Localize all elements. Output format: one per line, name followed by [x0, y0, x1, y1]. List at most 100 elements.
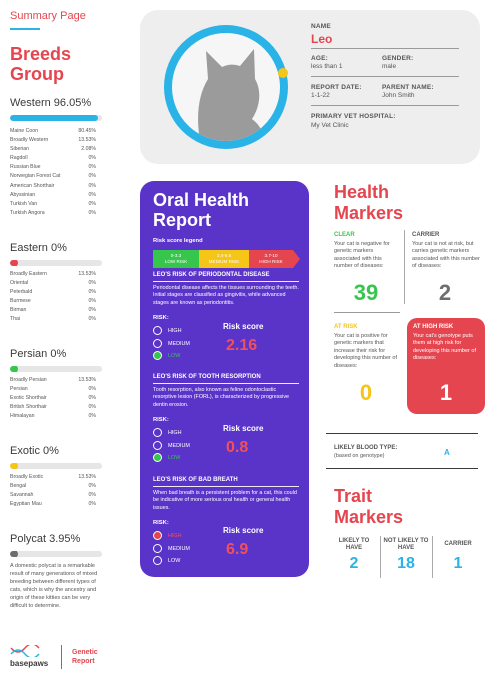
- legend-arrow-icon: [293, 250, 300, 268]
- breed-name: Siberian: [10, 146, 30, 153]
- bad-breath-risk-score: 6.9: [226, 541, 249, 558]
- breed-name: American Shorthair: [10, 182, 55, 189]
- trait-divider: [432, 536, 433, 578]
- breed-percentage: 0%: [88, 182, 97, 189]
- breed-name: Peterbald: [10, 289, 33, 296]
- breed-percentage: 0%: [88, 404, 97, 411]
- blood-top-divider: [326, 433, 478, 434]
- risk-legend-label: Risk score legend: [153, 238, 203, 244]
- breed-name: Birman: [10, 307, 27, 314]
- breed-name: Ragdoll: [10, 155, 28, 162]
- western-group-title: Western 96.05%: [10, 97, 92, 109]
- persian-progress-fill: [10, 366, 18, 372]
- breed-name: Maine Coon: [10, 128, 38, 134]
- bad-breath-option-low: LOW: [153, 556, 180, 565]
- gender-label: GENDER:: [382, 55, 414, 62]
- breed-row: Exotic Shorthair 0%: [10, 394, 96, 403]
- breed-row: Abyssinian 0%: [10, 191, 96, 200]
- breed-percentage: 0%: [88, 298, 97, 305]
- breed-percentage: 0%: [88, 395, 97, 402]
- breed-row: Birman 0%: [10, 306, 96, 315]
- persian-group-title: Persian 0%: [10, 348, 67, 360]
- breed-percentage: 2.08%: [81, 146, 96, 153]
- radio-icon: [153, 339, 162, 348]
- avatar-indicator-dot: [278, 68, 288, 78]
- western-breed-list: Maine Coon 80.45% Broadly Western 13.53% Sib…: [10, 127, 96, 218]
- genetic-report-label: Genetic Report: [72, 649, 98, 665]
- breed-percentage: 13.53%: [78, 474, 96, 480]
- high-risk-count: 1: [439, 380, 453, 405]
- legend-low-label: LOW RISK: [164, 259, 188, 264]
- legend-high-label: HIGH RISK: [259, 259, 283, 264]
- breed-row: American Shorthair 0%: [10, 182, 96, 191]
- breed-name: British Shorthair: [10, 404, 47, 411]
- legend-medium-range: 3.4-6.6: [216, 253, 232, 258]
- option-label: HIGH: [168, 327, 182, 334]
- periodontal-description: Periodontal disease affects the tissues …: [153, 285, 299, 306]
- breed-percentage: 0%: [88, 191, 97, 198]
- not-likely-to-have-label: NOT LIKELY TO HAVE: [383, 538, 429, 551]
- breed-row: Bengal 0%: [10, 482, 96, 491]
- profile-divider: [311, 48, 459, 49]
- avatar: [172, 33, 280, 141]
- vet-hospital-value: My Vet Clinic: [311, 122, 349, 129]
- bad-breath-risk-label: RISK:: [153, 520, 169, 526]
- breed-name: Norwegian Forest Cat: [10, 173, 61, 180]
- legend-medium-risk: 3.4-6.6 MEDIUM RISK: [199, 250, 249, 268]
- breed-percentage: 0%: [88, 413, 97, 420]
- breed-percentage: 0%: [88, 492, 97, 499]
- breed-row: Oriental 0%: [10, 279, 96, 288]
- polycat-group-title: Polycat 3.95%: [10, 533, 81, 545]
- breed-percentage: 0%: [88, 280, 97, 287]
- breed-percentage: 0%: [88, 164, 97, 171]
- report-date-label: REPORT DATE:: [311, 84, 362, 91]
- breed-name: Broadly Western: [10, 137, 49, 144]
- breed-percentage: 0%: [88, 209, 97, 216]
- breed-name: Egyptian Mau: [10, 501, 42, 508]
- not-likely-to-have-count: 18: [397, 555, 415, 572]
- likely-to-have-label: LIKELY TO HAVE: [338, 538, 370, 551]
- option-label: HIGH: [168, 429, 182, 436]
- breed-row: Siberian 2.08%: [10, 145, 96, 154]
- oral-health-title: Oral Health Report: [153, 190, 250, 230]
- blood-type-subtitle: (based on genotype): [334, 453, 385, 459]
- summary-page-title: Summary Page: [10, 10, 86, 22]
- breed-row: British Shorthair 0%: [10, 403, 96, 412]
- radio-selected-icon: [153, 453, 162, 462]
- breed-percentage: 0%: [88, 307, 97, 314]
- breed-row: Egyptian Mau 0%: [10, 500, 96, 509]
- radio-selected-icon: [153, 531, 162, 540]
- persian-breed-list: Broadly Persian 13.53% Persian 0% Exotic Sho…: [10, 376, 96, 421]
- periodontal-risk-score: 2.16: [226, 337, 258, 354]
- breed-row: Turkish Angora 0%: [10, 209, 96, 218]
- breed-name: Broadly Exotic: [10, 474, 44, 480]
- breed-row: Norwegian Forest Cat 0%: [10, 172, 96, 181]
- breed-percentage: 0%: [88, 173, 97, 180]
- health-horizontal-divider: [334, 312, 400, 313]
- breed-name: Persian: [10, 386, 28, 393]
- eastern-progress-fill: [10, 260, 18, 266]
- tooth-resorption-risk-score: 0.8: [226, 439, 249, 456]
- legend-high-risk: 3.7-10 HIGH RISK: [249, 250, 293, 268]
- tooth-resorption-title: LEO'S RISK OF TOOTH RESORPTION: [153, 374, 261, 380]
- clear-label: CLEAR: [334, 232, 355, 238]
- at-risk-count: 0: [359, 380, 373, 405]
- breed-name: Oriental: [10, 280, 29, 287]
- tooth-resorption-option-medium: MEDIUM: [153, 441, 190, 450]
- legend-low-range: 0-3.3: [170, 253, 182, 258]
- breed-name: Turkish Angora: [10, 209, 45, 216]
- logo-divider: [61, 645, 62, 669]
- health-vertical-divider: [404, 230, 405, 304]
- cat-name: Leo: [311, 32, 333, 46]
- legend-low-risk: 0-3.3 LOW RISK: [153, 250, 199, 268]
- polycat-progress-bar: [10, 551, 102, 557]
- carrier-label: CARRIER: [412, 232, 440, 238]
- breed-percentage: 0%: [88, 316, 97, 323]
- breed-name: Thai: [10, 316, 21, 323]
- periodontal-option-medium: MEDIUM: [153, 339, 190, 348]
- breed-name: Exotic Shorthair: [10, 395, 47, 402]
- western-progress-fill: [10, 115, 99, 121]
- breed-percentage: 0%: [88, 289, 97, 296]
- western-progress-bar: [10, 115, 102, 121]
- periodontal-option-high: HIGH: [153, 326, 181, 335]
